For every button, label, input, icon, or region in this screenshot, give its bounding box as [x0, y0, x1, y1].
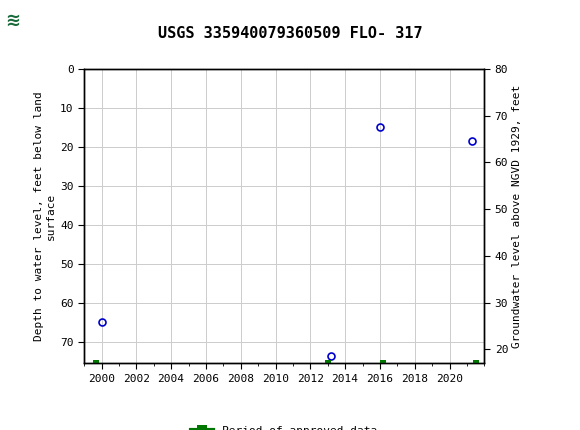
Y-axis label: Groundwater level above NGVD 1929, feet: Groundwater level above NGVD 1929, feet	[512, 84, 523, 348]
Y-axis label: Depth to water level, feet below land
surface: Depth to water level, feet below land su…	[34, 91, 56, 341]
Legend: Period of approved data: Period of approved data	[187, 421, 382, 430]
Text: USGS: USGS	[55, 12, 106, 29]
Text: USGS 335940079360509 FLO- 317: USGS 335940079360509 FLO- 317	[158, 26, 422, 41]
Bar	[3, 3, 46, 37]
Text: ≋: ≋	[5, 12, 20, 29]
